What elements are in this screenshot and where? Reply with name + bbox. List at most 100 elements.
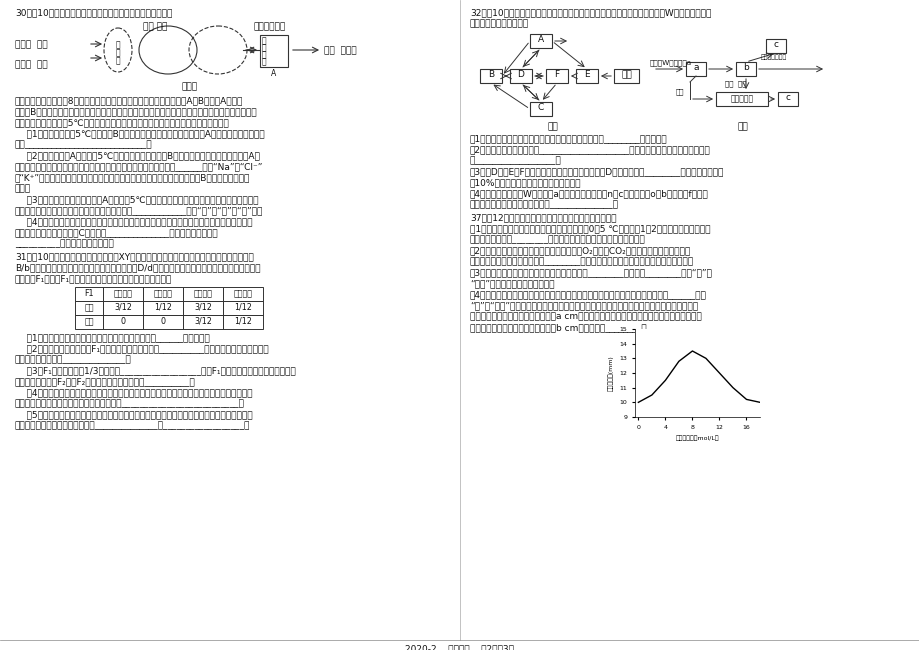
Text: 调节。: 调节。 <box>15 184 31 193</box>
Bar <box>103 301 142 315</box>
Text: 据10%计算，结果精确到小数点后一位）。: 据10%计算，结果精确到小数点后一位）。 <box>470 178 581 187</box>
Text: c: c <box>773 40 777 49</box>
Text: 图乙: 图乙 <box>737 122 747 131</box>
Bar <box>545 69 567 83</box>
Bar <box>260 35 288 67</box>
Text: 光能: 光能 <box>620 70 631 79</box>
Text: 说明___________________________。: 说明___________________________。 <box>15 140 153 149</box>
Text: 本雄性个体产生配子时发生了基因突变，或者__________________________。: 本雄性个体产生配子时发生了基因突变，或者____________________… <box>15 399 244 408</box>
Text: 图甲: 图甲 <box>547 122 558 131</box>
Text: B: B <box>487 70 494 79</box>
Bar <box>183 315 222 329</box>
Text: E: E <box>584 70 589 79</box>
Text: 务使: 务使 <box>675 88 684 95</box>
Text: 发，原因是种子中________（填激素名称）增加，打破了种子休眠。: 发，原因是种子中________（填激素名称）增加，打破了种子休眠。 <box>470 235 645 244</box>
Bar <box>509 69 531 83</box>
Text: 体: 体 <box>116 56 120 65</box>
Text: 为了探究体温调节，導8只年龄、生长状况等都相同的某恒温动物均分为A、B两组，A组不作: 为了探究体温调节，導8只年龄、生长状况等都相同的某恒温动物均分为A、B两组，A组… <box>15 96 244 105</box>
Text: 腺: 腺 <box>116 48 120 57</box>
Text: D: D <box>517 70 524 79</box>
Text: F1: F1 <box>85 289 94 298</box>
Text: A: A <box>271 69 277 78</box>
Text: 温调节的影响，应该再设置C组实验为______________；理由之二最可能是: 温调节的影响，应该再设置C组实验为______________；理由之二最可能是 <box>15 228 219 237</box>
Text: 灰身长翅: 灰身长翅 <box>113 289 132 298</box>
Text: 分解者利用: 分解者利用 <box>730 94 753 103</box>
Bar <box>575 69 597 83</box>
Text: 的示意图；请据图回答：: 的示意图；请据图回答： <box>470 19 528 28</box>
Text: “不能”）体现生命活动的多样性。: “不能”）体现生命活动的多样性。 <box>470 279 554 288</box>
Text: 半，取原相同切段迷株，测得其长为b cm，则结论是________。: 半，取原相同切段迷株，测得其长为b cm，则结论是________。 <box>470 323 646 332</box>
Text: 37、（12分）回答下列种子萌发及植株生长的相关问题：: 37、（12分）回答下列种子萌发及植株生长的相关问题： <box>470 213 616 222</box>
Bar <box>777 92 797 106</box>
Text: （2）观察发现，A组动物到5℃的房间时冷得发抖，而B组动物没有出现此现象。原因是A组: （2）观察发现，A组动物到5℃的房间时冷得发抖，而B组动物没有出现此现象。原因是… <box>15 151 259 160</box>
Text: 短翅个体杂交得到F₂，则F₂中出现黑身短翅的概率为__________。: 短翅个体杂交得到F₂，则F₂中出现黑身短翅的概率为__________。 <box>15 377 196 386</box>
Text: 分: 分 <box>262 43 267 52</box>
Text: 下丘脑: 下丘脑 <box>182 82 198 91</box>
Text: 种子此时进行的细胞呼吸方式是________（细胞呼吸的场所包括线粒体和细胞质基质）。: 种子此时进行的细胞呼吸方式是________（细胞呼吸的场所包括线粒体和细胞质基… <box>470 257 693 266</box>
Text: （1）测定发现，在5℃的房间，B组动物体温很不稳定且不断下降，而A组动物体温基本稳定，: （1）测定发现，在5℃的房间，B组动物体温很不稳定且不断下降，而A组动物体温基本… <box>15 129 265 138</box>
Text: （3）豌豆种子萌发为幼苗的过程使能量较缓慢的________，该过程________（填“能”或: （3）豌豆种子萌发为幼苗的过程使能量较缓慢的________，该过程______… <box>470 268 712 277</box>
Text: 知浓度的生长素溶液中，测得其长为a cm，为进一步确定其浓度，将测量溶液移为原浓度的一: 知浓度的生长素溶液中，测得其长为a cm，为进一步确定其浓度，将测量溶液移为原浓… <box>470 312 701 321</box>
Text: （1）对该生态系统的物质循环其重要作用的两类生物是________（填字母）: （1）对该生态系统的物质循环其重要作用的两类生物是________（填字母） <box>470 134 667 143</box>
Bar <box>529 34 551 48</box>
Text: 量足够多F₁，统计F₁各种表现型及比例如下表。回答下列问题：: 量足够多F₁，统计F₁各种表现型及比例如下表。回答下列问题： <box>15 274 172 283</box>
Bar <box>103 315 142 329</box>
Text: 子代表现型及比例为______________。: 子代表现型及比例为______________。 <box>15 355 131 364</box>
Text: 处理，B组全部手术破坏其下丘脑，将两组动物放到相同且适宜的常温环境养殖一段时间，测定体温，: 处理，B组全部手术破坏其下丘脑，将两组动物放到相同且适宜的常温环境养殖一段时间，… <box>15 107 257 116</box>
Text: 靶: 靶 <box>116 40 120 49</box>
Text: 30、（10分）如图表示神经系统对激素分泌的三种调节方式。: 30、（10分）如图表示神经系统对激素分泌的三种调节方式。 <box>15 8 172 17</box>
Text: 遗体  残骸: 遗体 残骸 <box>724 80 745 86</box>
Text: 2020-2    高二生开    第2页关3页: 2020-2 高二生开 第2页关3页 <box>405 644 514 650</box>
Bar <box>613 69 639 83</box>
Text: （5）理想状态下，一个平衡种群需要满足的条件是：种群非常大、所有雌雄个体间都能自由交: （5）理想状态下，一个平衡种群需要满足的条件是：种群非常大、所有雌雄个体间都能自… <box>15 410 253 419</box>
Text: 配并产生后代、没有迁人和迁出、______________、__________________。: 配并产生后代、没有迁人和迁出、______________、__________… <box>15 421 250 430</box>
Bar <box>222 287 263 301</box>
Text: （2）图甲中能构成群落的是____________________（填字母），该群落的空间结构包: （2）图甲中能构成群落的是____________________（填字母），该… <box>470 145 710 154</box>
Text: 垂体 血管: 垂体 血管 <box>142 22 167 31</box>
Bar <box>142 287 183 301</box>
Text: （1）将休眠状态的某植物种子与湿沙混合后放在0～5 ℃的低温下1～2个月，可使种子提前萌: （1）将休眠状态的某植物种子与湿沙混合后放在0～5 ℃的低温下1～2个月，可使种… <box>470 224 709 233</box>
Bar <box>142 315 183 329</box>
Bar <box>75 287 103 301</box>
Bar <box>222 301 263 315</box>
X-axis label: 生长素浓度（mol/L）: 生长素浓度（mol/L） <box>675 436 719 441</box>
Text: 雌性: 雌性 <box>85 317 94 326</box>
Text: 或“K⁺”）大量内流，导致骨骼肌不自主收缩，增加产热，维持体温稳定，而B组动物不能完成此: 或“K⁺”）大量内流，导致骨骼肌不自主收缩，增加产热，维持体温稳定，而B组动物不… <box>15 173 250 182</box>
Text: 然后将两组动物转移到5℃的房间养殖，观察行为表现并定时测定体温。回答下列问题：: 然后将两组动物转移到5℃的房间养殖，观察行为表现并定时测定体温。回答下列问题： <box>15 118 230 127</box>
Text: （3）根据体温调节过程可知，A组动物到5℃的房间内的初期，肾上腺素和甲状腺激素分泌量: （3）根据体温调节过程可知，A组动物到5℃的房间内的初期，肾上腺素和甲状腺激素分… <box>15 195 258 204</box>
Text: 1/12: 1/12 <box>153 303 172 312</box>
Text: 泌: 泌 <box>262 50 267 59</box>
Bar <box>222 315 263 329</box>
Text: 入下一营养级的能量理论上最多是______________。: 入下一营养级的能量理论上最多是______________。 <box>470 200 618 209</box>
Text: 雄性: 雄性 <box>85 303 94 312</box>
Text: （4）上述实验不够科学，理由之一是实验没有排除手术本身（伤口及手术操作过程）对动物体: （4）上述实验不够科学，理由之一是实验没有排除手术本身（伤口及手术操作过程）对动… <box>15 217 252 226</box>
Text: 方式甲  激素: 方式甲 激素 <box>15 40 48 49</box>
Text: 能量被W摄入量为a: 能量被W摄入量为a <box>650 59 691 66</box>
Text: 32、（10分）下图甲表示某生态系统中各成分之间的联系。图乙表示能量流经W种群所处营养级: 32、（10分）下图甲表示某生态系统中各成分之间的联系。图乙表示能量流经W种群所… <box>470 8 710 17</box>
Text: 31、（10分）热带雨林中的某种昆虫（XY型性别决定）的体色有灰色和黑色两种，由等位基因: 31、（10分）热带雨林中的某种昆虫（XY型性别决定）的体色有灰色和黑色两种，由… <box>15 252 254 261</box>
Text: 内: 内 <box>262 36 267 45</box>
Bar <box>103 287 142 301</box>
Text: 3/12: 3/12 <box>194 317 211 326</box>
Text: 黑身短翅: 黑身短翅 <box>233 289 252 298</box>
Text: F: F <box>554 70 559 79</box>
Bar <box>529 102 551 116</box>
Bar <box>142 301 183 315</box>
Text: （2）只考虑体色遗传时，F₁中灰身个体杂合的概率为__________，这些个体自由交配得到的: （2）只考虑体色遗传时，F₁中灰身个体杂合的概率为__________，这些个体… <box>15 344 268 353</box>
Text: B/b控制，翅长度有短翅和长翅两种，由等位基因D/d控制。现有两只表现型相同的个体杂交得到数: B/b控制，翅长度有短翅和长翅两种，由等位基因D/d控制。现有两只表现型相同的个… <box>15 263 260 272</box>
Text: （2）会孕稔多的小麦种子在萌发初期，种子吸O₂和释放CO₂的速率不为零且不等，说明: （2）会孕稔多的小麦种子在萌发初期，种子吸O₂和释放CO₂的速率不为零且不等，说… <box>470 246 690 255</box>
Bar <box>686 62 705 76</box>
Text: （1）根据杂交实验判断，昆虫的体色中相关基因位于______染色体上。: （1）根据杂交实验判断，昆虫的体色中相关基因位于______染色体上。 <box>15 333 210 342</box>
Text: c: c <box>785 93 789 102</box>
Text: 下一营养级摄入: 下一营养级摄入 <box>760 54 787 60</box>
Text: （3）F₁中雌性比例为1/3的原因是__________________，从F₁中任取一只灰身短翅和一只黑身: （3）F₁中雌性比例为1/3的原因是__________________，从F₁… <box>15 366 295 375</box>
Text: （4）将黄化豌豆幼苗茎切段后置于不同浓度的生长素处理，结果如图所示，该结果______（填: （4）将黄化豌豆幼苗茎切段后置于不同浓度的生长素处理，结果如图所示，该结果___… <box>470 290 706 299</box>
Bar <box>480 69 502 83</box>
Text: 植物神经系统: 植物神经系统 <box>254 22 286 31</box>
Text: 3/12: 3/12 <box>114 303 131 312</box>
Text: “能”或“不能”）说明生长素促进茎段迷株的作用两重要。再将相同的茎切段迷株的这在某一未: “能”或“不能”）说明生长素促进茎段迷株的作用两重要。再将相同的茎切段迷株的这在… <box>470 301 698 310</box>
Text: 腺: 腺 <box>262 57 267 66</box>
Text: 方式乙  激素: 方式乙 激素 <box>15 60 48 69</box>
Text: （4）若用题干中相同的亲代个体杂交得到的子代中出现少数长翅雌性个体，可能的原因是：亲: （4）若用题干中相同的亲代个体杂交得到的子代中出现少数长翅雌性个体，可能的原因是… <box>15 388 252 397</box>
Bar <box>75 315 103 329</box>
